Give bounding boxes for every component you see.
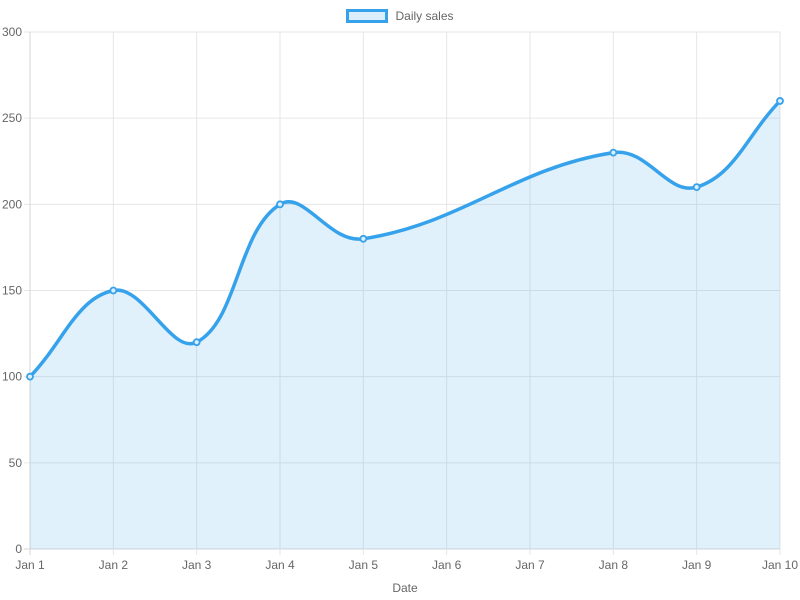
data-point-jan-5[interactable] (359, 234, 368, 243)
series-daily-sales (26, 97, 784, 549)
y-tick-label: 300 (2, 25, 22, 39)
x-tick-label: Jan 9 (682, 558, 712, 572)
data-point-jan-3[interactable] (192, 338, 201, 347)
x-tick-label: Jan 1 (15, 558, 45, 572)
gridlines (24, 31, 781, 555)
data-point-jan-4[interactable] (276, 200, 284, 209)
x-tick-label: Jan 10 (762, 558, 798, 572)
y-tick-label: 50 (9, 456, 23, 470)
x-tick-label: Jan 8 (599, 558, 629, 572)
x-tick-label: Jan 6 (432, 558, 462, 572)
legend-swatch (346, 9, 389, 23)
x-axis-title: Date (392, 581, 418, 595)
legend-label: Daily sales (395, 9, 454, 23)
data-point-jan-2[interactable] (109, 286, 118, 295)
data-point-jan-8[interactable] (609, 148, 618, 157)
data-point-jan-9[interactable] (692, 183, 701, 192)
chart-legend: Daily sales (0, 9, 800, 23)
y-tick-label: 200 (2, 197, 22, 211)
x-tick-label: Jan 3 (182, 558, 212, 572)
x-tick-label: Jan 7 (515, 558, 545, 572)
sales-line (28, 99, 782, 379)
x-tick-label: Jan 2 (99, 558, 129, 572)
x-tick-label: Jan 4 (265, 558, 295, 572)
y-tick-label: 250 (2, 111, 22, 125)
area-fill (30, 100, 780, 549)
data-point-jan-10[interactable] (776, 97, 784, 105)
y-tick-label: 0 (15, 542, 22, 556)
x-tick-label: Jan 5 (349, 558, 379, 572)
axis-tick-labels: 0 50 100 150 200 250 300 Jan 1 Jan 2 Jan 3 Jan 4 Ja… (2, 25, 798, 572)
y-tick-label: 150 (2, 284, 22, 298)
legend-item-daily-sales[interactable]: Daily sales (346, 9, 454, 23)
data-point-jan-1[interactable] (26, 372, 34, 381)
y-tick-label: 100 (2, 370, 22, 384)
